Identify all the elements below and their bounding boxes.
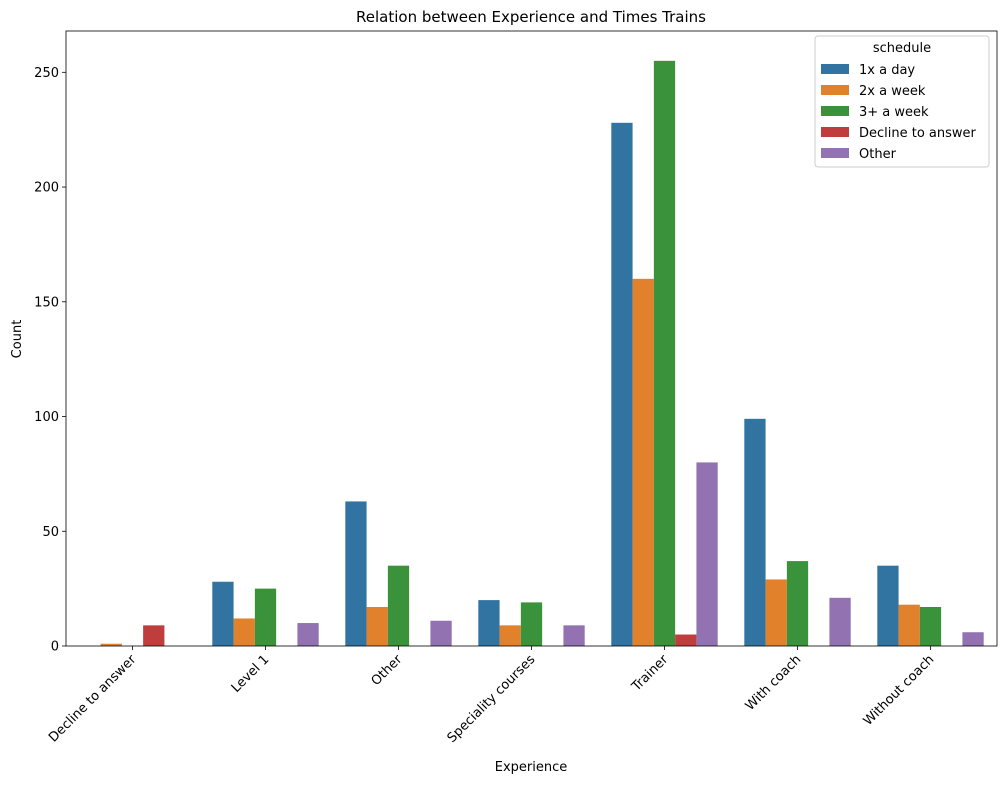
bar xyxy=(653,60,676,646)
x-tick-label: Level 1 xyxy=(229,652,273,696)
x-tick-label: Decline to answer xyxy=(46,652,140,746)
y-tick-label: 150 xyxy=(34,295,59,310)
bar xyxy=(765,579,787,646)
x-tick-label: Trainer xyxy=(629,652,672,695)
x-tick-label: Other xyxy=(369,652,406,689)
y-tick-label: 200 xyxy=(34,181,59,196)
bar xyxy=(898,604,920,646)
y-tick-label: 100 xyxy=(34,410,59,425)
bar xyxy=(919,606,942,646)
legend-title: schedule xyxy=(873,41,931,56)
bar xyxy=(520,602,543,646)
y-tick-label: 50 xyxy=(42,525,59,540)
x-tick-label: With coach xyxy=(743,652,805,714)
legend-label: 3+ a week xyxy=(859,105,929,120)
x-axis-label: Experience xyxy=(495,760,568,775)
y-tick-label: 250 xyxy=(34,66,59,81)
bar xyxy=(563,625,585,646)
legend: schedule 1x a day 2x a week 3+ a week Declin… xyxy=(814,35,990,168)
legend-swatch xyxy=(821,148,849,158)
bar xyxy=(877,565,899,646)
bar xyxy=(430,620,452,646)
bars-group xyxy=(100,60,984,647)
bar xyxy=(675,634,697,646)
bar xyxy=(387,565,410,646)
bar xyxy=(696,462,718,646)
bar xyxy=(212,581,234,646)
legend-label: 2x a week xyxy=(859,84,926,99)
bar xyxy=(143,625,165,646)
bar xyxy=(744,418,766,646)
y-axis-label: Count xyxy=(10,320,25,359)
bar xyxy=(632,278,654,646)
bar xyxy=(962,632,984,646)
x-tick-label: Without coach xyxy=(861,652,938,729)
bar xyxy=(366,606,388,646)
bar xyxy=(829,597,851,646)
legend-swatch xyxy=(821,64,849,74)
bar xyxy=(478,600,500,646)
legend-swatch xyxy=(821,106,849,116)
bar xyxy=(611,122,633,647)
legend-label: Decline to answer xyxy=(859,126,977,141)
legend-swatch xyxy=(821,127,849,137)
bar xyxy=(100,643,122,646)
legend-label: 1x a day xyxy=(859,63,915,78)
legend-swatch xyxy=(821,85,849,95)
bar xyxy=(254,588,277,646)
y-tick-label: 0 xyxy=(51,640,59,655)
bar xyxy=(345,501,367,646)
bar xyxy=(233,618,255,646)
x-tick-label: Speciality courses xyxy=(445,652,539,746)
legend-label: Other xyxy=(859,147,897,162)
bar xyxy=(499,625,521,646)
legend-box xyxy=(814,35,990,168)
bar xyxy=(786,561,809,646)
chart-title: Relation between Experience and Times Tr… xyxy=(356,8,706,26)
bar xyxy=(297,623,319,646)
